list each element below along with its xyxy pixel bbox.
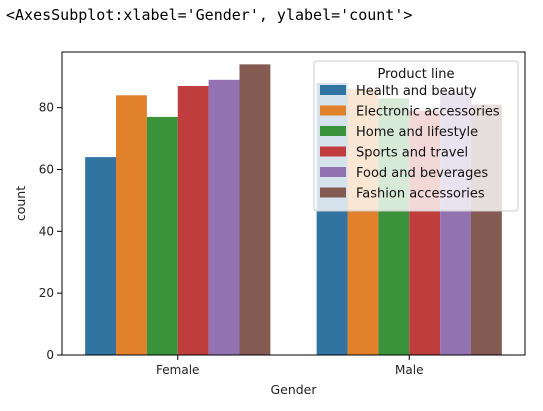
bar-electronic-accessories-female	[116, 95, 147, 356]
bar-home-and-lifestyle-female	[146, 116, 178, 355]
y-axis-label: count	[13, 186, 28, 221]
legend-box	[313, 60, 519, 212]
legend-swatch	[320, 105, 346, 116]
plot-frame	[61, 51, 526, 356]
legend: Product line Health and beauty Electronic…	[313, 60, 519, 212]
legend-label: Home and lifestyle	[356, 125, 478, 140]
bar-food-and-beverages-female	[208, 79, 240, 355]
y-tick-label: 60	[39, 162, 54, 176]
x-tick-label: Female	[156, 363, 199, 377]
y-tick-label: 40	[39, 224, 54, 238]
legend-swatch	[320, 126, 346, 136]
output-repr-text: <AxesSubplot:xlabel='Gender', ylabel='co…	[6, 6, 413, 24]
legend-label: Electronic accessories	[356, 105, 500, 120]
legend-label: Sports and travel	[356, 146, 468, 161]
y-tick-label: 0	[46, 348, 54, 362]
legend-title: Product line	[378, 67, 455, 82]
legend-label: Food and beverages	[356, 166, 488, 181]
x-tick-label: Male	[395, 363, 423, 377]
y-axis: 0 20 40 60 80	[39, 101, 62, 362]
bar-fashion-accessories-female	[239, 64, 271, 356]
legend-swatch	[320, 187, 346, 198]
y-tick-label: 20	[39, 286, 54, 300]
legend-label: Health and beauty	[356, 84, 477, 99]
legend-swatch	[320, 146, 346, 157]
x-axis: Female Male	[156, 355, 423, 377]
x-axis-label: Gender	[270, 382, 317, 397]
legend-swatch	[320, 85, 346, 95]
legend-items: Health and beauty Electronic accessories H…	[320, 84, 500, 202]
y-tick-label: 80	[39, 101, 54, 115]
legend-swatch	[320, 167, 346, 177]
legend-label: Fashion accessories	[356, 187, 485, 202]
bar-sports-and-travel-female	[177, 86, 209, 356]
bar-health-and-beauty-female	[85, 157, 117, 355]
